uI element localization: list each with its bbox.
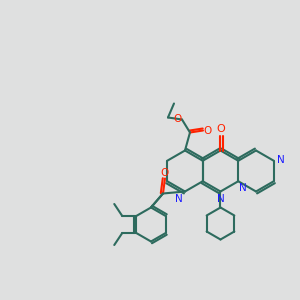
Text: O: O [216,124,225,134]
Text: N: N [239,183,247,193]
Text: N: N [175,194,183,203]
Text: N: N [217,194,224,203]
Text: N: N [277,155,284,165]
Text: O: O [174,113,182,124]
Text: O: O [204,125,212,136]
Text: O: O [161,167,169,178]
